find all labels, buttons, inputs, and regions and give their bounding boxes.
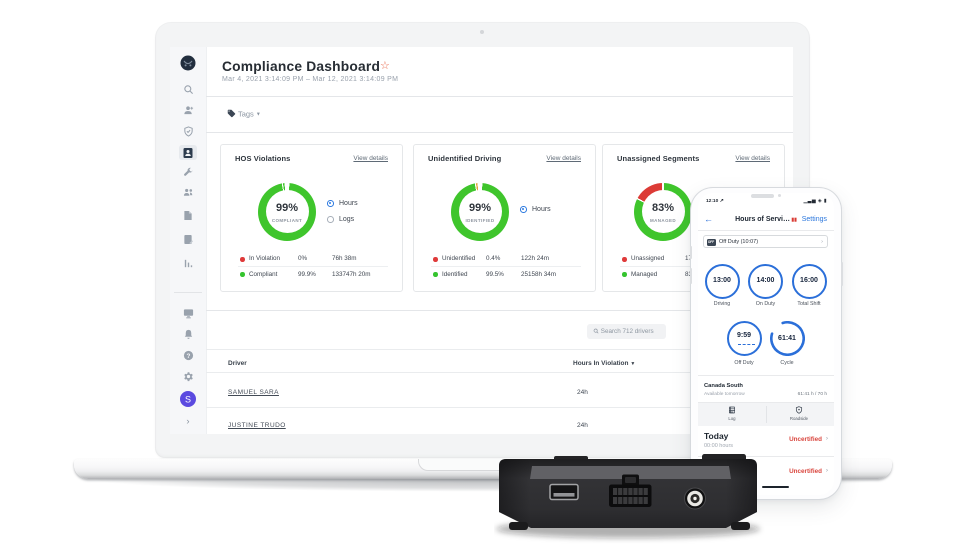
svg-text:?: ? bbox=[186, 352, 190, 359]
svg-text:S: S bbox=[185, 395, 191, 405]
